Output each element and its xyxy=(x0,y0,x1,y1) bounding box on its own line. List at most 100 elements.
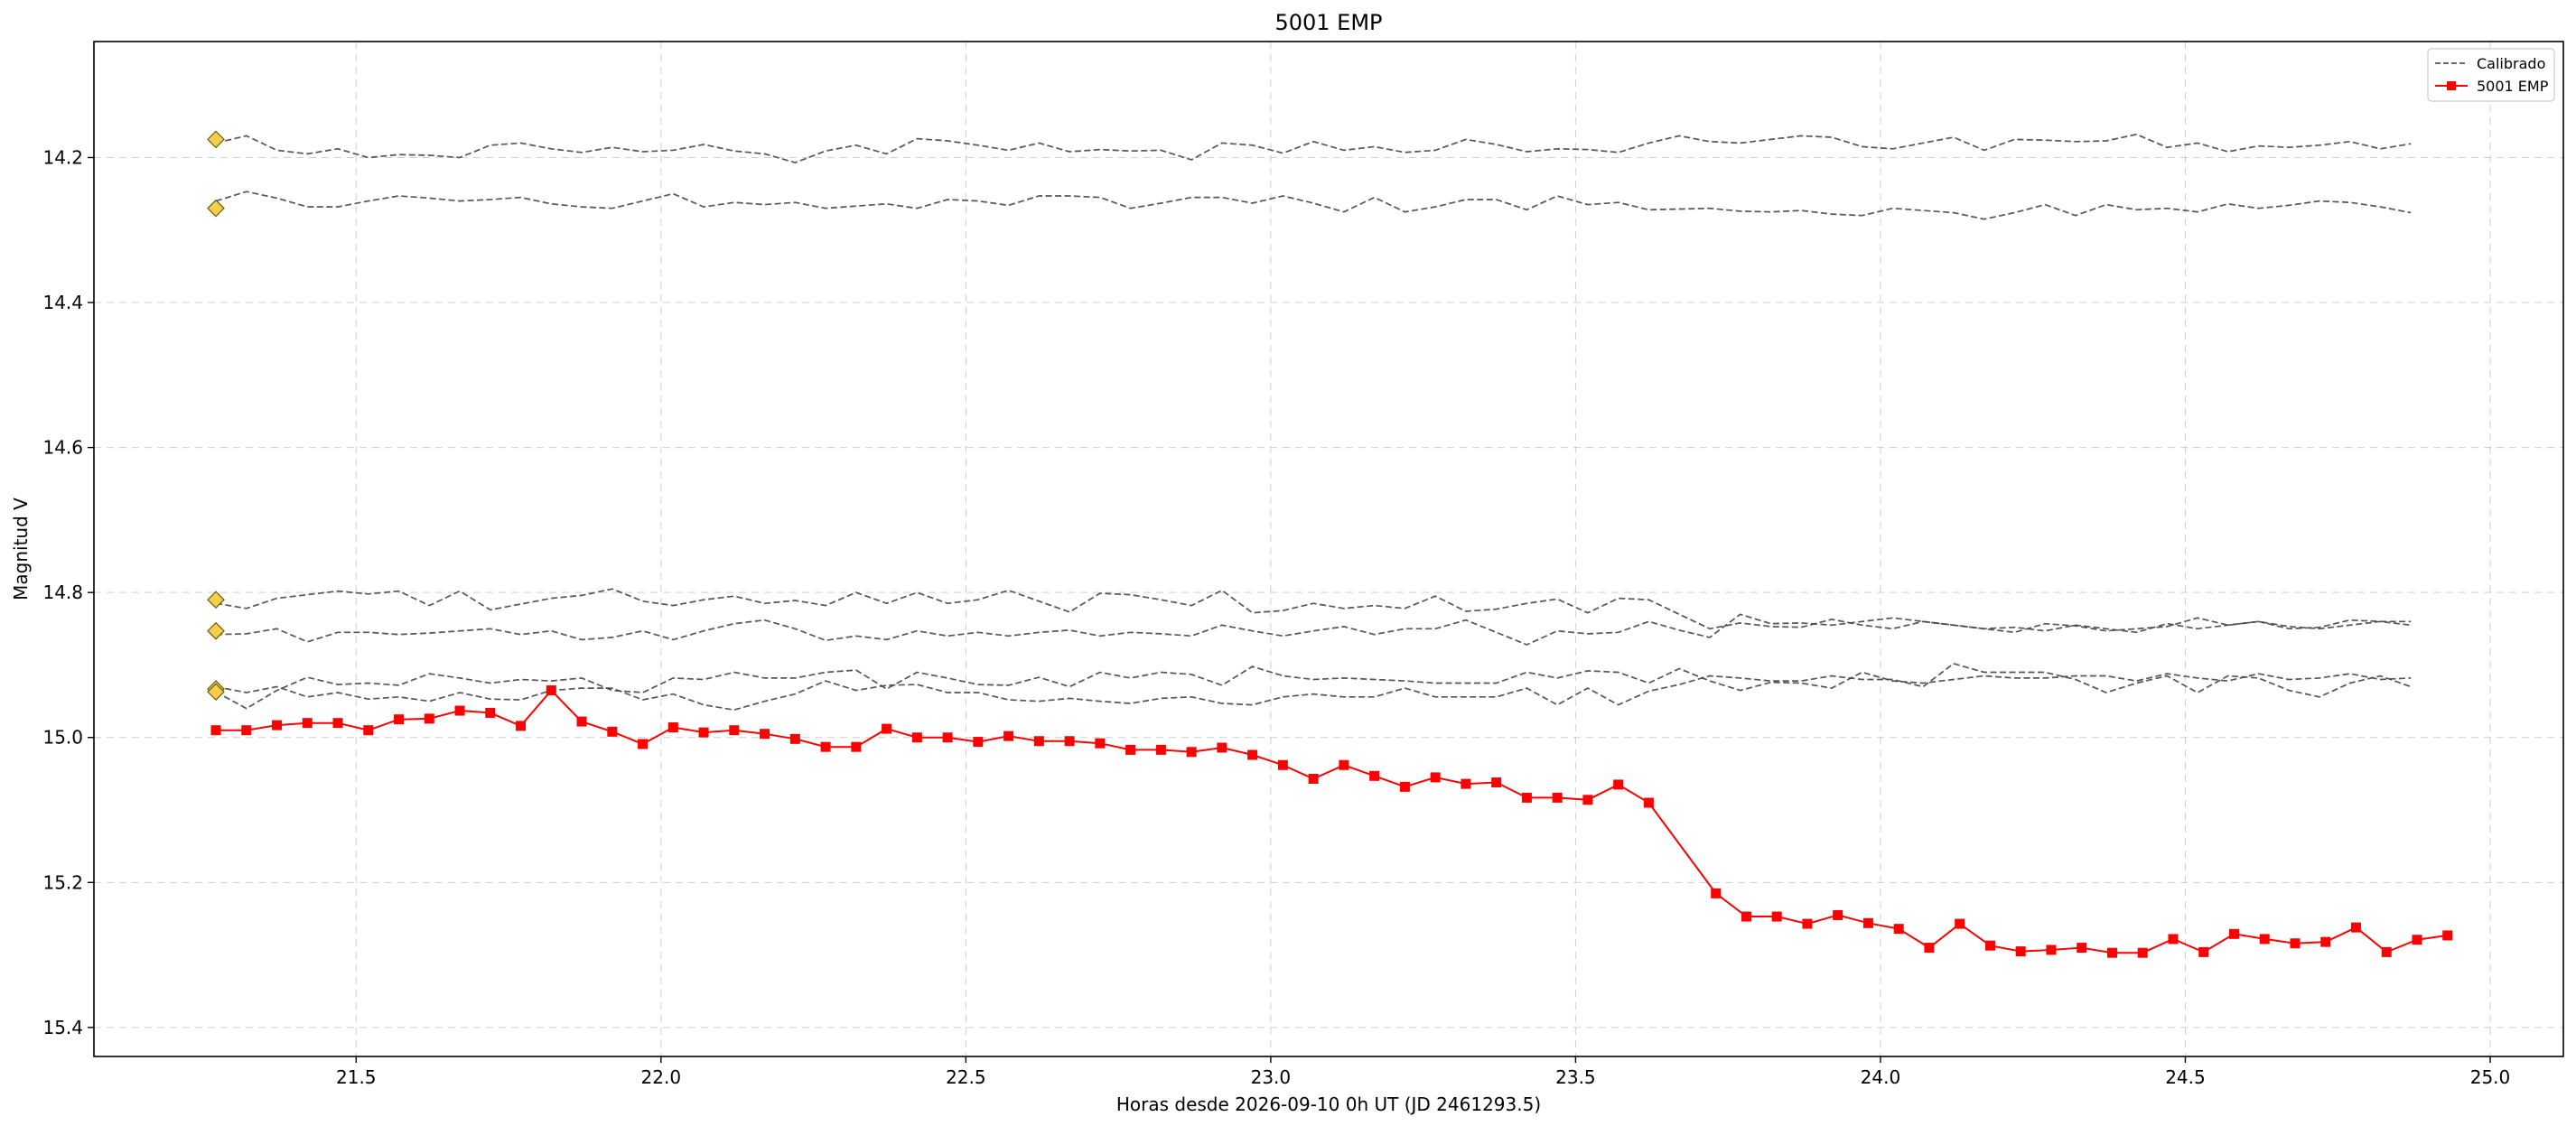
target-point xyxy=(2137,947,2148,958)
target-point xyxy=(1308,774,1319,785)
target-point xyxy=(363,725,374,736)
legend-calibrado-label: Calibrado xyxy=(2477,55,2545,72)
target-point xyxy=(1984,940,1995,951)
target-point xyxy=(1521,792,1532,803)
x-axis-ticks: 21.5 22.0 22.5 23.0 23.5 24.0 24.5 25.0 xyxy=(336,1056,2510,1088)
target-point xyxy=(2381,946,2392,957)
target-point xyxy=(760,729,770,740)
target-point xyxy=(1430,772,1441,783)
y-tick-label: 14.6 xyxy=(42,437,83,459)
calibrated-line-1 xyxy=(215,133,2412,163)
target-point xyxy=(1552,792,1563,803)
target-point xyxy=(394,714,405,725)
x-tick-label: 24.0 xyxy=(1861,1066,1901,1088)
calibrated-line-6 xyxy=(215,662,2412,712)
target-point xyxy=(1924,943,1935,954)
target-point xyxy=(2077,943,2087,954)
chart-title: 5001 EMP xyxy=(1274,10,1382,35)
target-point xyxy=(1217,742,1227,753)
start-marker-4 xyxy=(207,621,225,640)
target-point xyxy=(1833,909,1843,920)
target-point xyxy=(424,713,434,724)
y-tick-label: 15.4 xyxy=(42,1017,83,1038)
legend-box xyxy=(2427,48,2555,102)
target-point xyxy=(2259,934,2270,945)
y-tick-label: 15.0 xyxy=(42,727,83,749)
target-line xyxy=(216,689,2448,954)
y-tick-label: 14.4 xyxy=(42,292,83,313)
target-series-group xyxy=(210,685,2453,958)
target-point xyxy=(1955,918,1965,929)
target-point xyxy=(1003,731,1014,741)
target-point xyxy=(911,732,922,743)
target-point xyxy=(516,721,527,731)
target-point xyxy=(454,705,465,716)
target-point xyxy=(302,718,313,729)
target-point xyxy=(2228,928,2239,939)
target-point xyxy=(1771,911,1782,922)
y-tick-label: 14.8 xyxy=(42,582,83,603)
plot-frame xyxy=(93,41,2564,1057)
target-point xyxy=(1711,888,1722,898)
target-point xyxy=(2015,946,2026,957)
target-point xyxy=(729,725,740,736)
target-point xyxy=(1582,795,1593,805)
target-point xyxy=(241,725,252,736)
legend-target-marker xyxy=(2447,81,2456,90)
target-point xyxy=(2442,930,2453,941)
x-tick-label: 23.0 xyxy=(1251,1066,1292,1088)
target-point xyxy=(272,720,283,731)
target-point xyxy=(882,723,892,734)
target-point xyxy=(2046,945,2057,955)
x-axis-label: Horas desde 2026-09-10 0h UT (JD 2461293… xyxy=(1116,1093,1541,1115)
y-axis-ticks: 14.2 14.4 14.6 14.8 15.0 15.2 15.4 xyxy=(42,146,94,1038)
start-marker-2 xyxy=(207,199,225,218)
target-point xyxy=(667,722,678,733)
target-point xyxy=(1339,759,1349,770)
target-point xyxy=(1155,744,1166,755)
target-point xyxy=(789,733,800,744)
target-point xyxy=(1741,911,1751,922)
x-tick-label: 22.5 xyxy=(946,1066,986,1088)
legend-target-label: 5001 EMP xyxy=(2477,78,2549,95)
calibrated-series-group xyxy=(215,133,2412,712)
target-point xyxy=(851,741,862,752)
target-point xyxy=(942,732,953,743)
target-point xyxy=(1033,736,1044,747)
target-point xyxy=(638,739,649,749)
start-markers-group xyxy=(207,130,225,702)
target-point xyxy=(607,726,618,737)
target-point xyxy=(1862,917,1873,928)
target-point xyxy=(1613,779,1624,790)
target-point xyxy=(2198,946,2209,957)
target-point xyxy=(973,737,984,748)
y-tick-label: 14.2 xyxy=(42,146,83,168)
x-tick-label: 23.5 xyxy=(1555,1066,1596,1088)
target-point xyxy=(1186,747,1197,758)
target-point xyxy=(1461,778,1471,789)
target-point xyxy=(1125,744,1136,755)
calibrated-line-3 xyxy=(215,588,2412,634)
x-tick-label: 21.5 xyxy=(336,1066,377,1088)
target-point xyxy=(1893,924,1904,935)
target-point xyxy=(2412,935,2422,945)
y-axis-label: Magnitud V xyxy=(10,498,32,600)
target-point xyxy=(1095,738,1106,749)
legend: Calibrado 5001 EMP xyxy=(2427,48,2555,102)
target-point xyxy=(546,685,556,696)
target-point xyxy=(820,741,831,752)
start-marker-3 xyxy=(207,591,225,610)
target-point xyxy=(2290,938,2301,949)
x-tick-label: 25.0 xyxy=(2470,1066,2511,1088)
target-point xyxy=(1399,781,1410,792)
target-point xyxy=(485,707,496,718)
x-tick-label: 24.5 xyxy=(2165,1066,2206,1088)
target-point xyxy=(1369,770,1380,781)
target-point xyxy=(698,727,709,738)
target-point xyxy=(1643,797,1654,808)
grid xyxy=(94,42,2563,1056)
calibrated-line-5 xyxy=(215,665,2412,710)
target-point xyxy=(576,716,587,727)
target-point xyxy=(1247,749,1258,760)
